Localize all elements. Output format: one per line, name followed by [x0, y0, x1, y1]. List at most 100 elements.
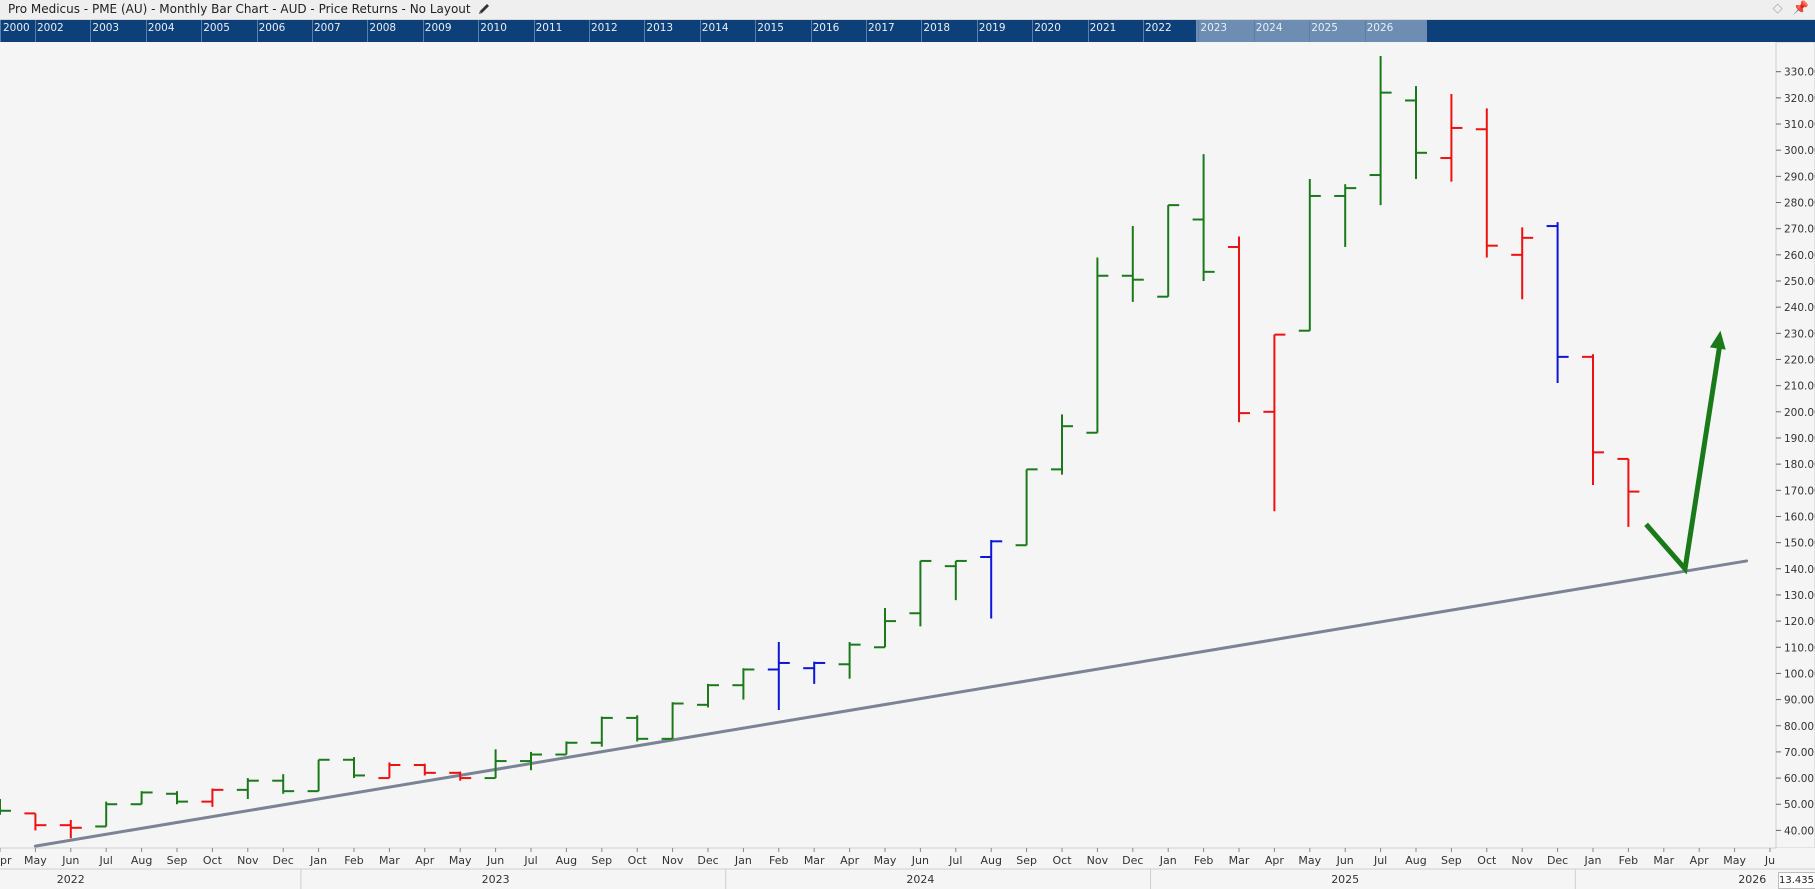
- ohlc-bar: [1511, 227, 1534, 300]
- x-axis-month-label: Dec: [1122, 854, 1143, 867]
- ohlc-bar: [1192, 154, 1215, 281]
- y-axis-tick-label: 240.00: [1784, 302, 1815, 314]
- x-axis-month-label: Mar: [1229, 854, 1250, 867]
- ohlc-bar: [697, 683, 719, 708]
- ohlc-bar: [343, 757, 365, 779]
- x-axis-month-label: Jun: [1336, 854, 1354, 867]
- navigator-year-label: 2021: [1089, 22, 1117, 34]
- navigator-year-label: 2024: [1255, 22, 1283, 34]
- ohlc-bar: [909, 559, 932, 627]
- y-axis-tick-label: 60.00: [1784, 773, 1814, 785]
- navigator-year-label: 2000: [3, 22, 30, 34]
- x-axis-month-label: Jun: [486, 854, 504, 867]
- navigator-year-tick: [921, 20, 923, 42]
- navigator-year-tick: [35, 20, 36, 42]
- x-axis-month-label: May: [449, 854, 472, 867]
- y-axis-tick-label: 140.00: [1784, 564, 1815, 576]
- price-readout: 13.435: [1778, 872, 1815, 889]
- ohlc-bar: [944, 559, 967, 601]
- ohlc-bar: [1546, 222, 1569, 384]
- navigator-year-label: 2010: [480, 22, 507, 34]
- x-axis-month-label: Dec: [1547, 854, 1568, 867]
- navigator-year-tick: [699, 20, 701, 42]
- navigator-year-label: 2015: [757, 22, 784, 34]
- ohlc-bar: [166, 791, 188, 805]
- title-bar: Pro Medicus - PME (AU) - Monthly Bar Cha…: [0, 0, 1815, 20]
- x-axis-year-label: 2022: [57, 873, 85, 886]
- navigator-year-tick: [755, 20, 757, 42]
- ohlc-bar: [1263, 333, 1286, 512]
- navigator-year-label: 2019: [978, 22, 1006, 34]
- y-axis-tick-label: 80.00: [1784, 721, 1814, 733]
- navigator-year-label: 2004: [147, 22, 175, 34]
- navigator-year-tick: [1032, 20, 1034, 42]
- y-axis-tick-label: 230.00: [1784, 328, 1815, 340]
- navigator-year-label: 2022: [1145, 22, 1172, 34]
- ohlc-bar: [1228, 236, 1250, 423]
- ohlc-bar: [307, 758, 330, 793]
- ohlc-bar: [590, 716, 613, 747]
- diamond-icon[interactable]: ◇: [1772, 1, 1783, 16]
- x-axis-month-label: Mar: [379, 854, 400, 867]
- ohlc-bar: [1334, 184, 1357, 247]
- navigator-year-label: 2023: [1200, 22, 1228, 34]
- x-axis-month-label: Ju: [1764, 854, 1775, 867]
- ohlc-bar: [803, 661, 826, 684]
- y-axis-tick-label: 290.00: [1784, 171, 1815, 183]
- ohlc-bar: [236, 778, 259, 800]
- navigator-year-label: 2002: [37, 22, 64, 34]
- navigator-year-label: 2017: [868, 22, 895, 34]
- navigator-year-tick: [1087, 20, 1089, 42]
- ohlc-bar: [378, 762, 401, 780]
- x-axis-month-label: Jan: [734, 854, 752, 867]
- x-axis-year-label: 2023: [482, 873, 510, 886]
- y-axis-tick-label: 260.00: [1784, 250, 1815, 262]
- x-axis-month-label: Apr: [840, 854, 860, 867]
- x-axis-month-label: Oct: [203, 854, 223, 867]
- navigator-year-label: 2005: [203, 22, 230, 34]
- x-axis-year-label: 2026: [1738, 873, 1766, 886]
- ohlc-bar: [449, 771, 472, 781]
- ohlc-bar: [520, 751, 542, 771]
- y-axis-tick-label: 200.00: [1784, 407, 1815, 419]
- ohlc-bar: [1298, 178, 1321, 332]
- navigator-year-label: 2013: [646, 22, 674, 34]
- y-axis-tick-label: 100.00: [1784, 668, 1815, 680]
- navigator-year-tick: [145, 20, 147, 42]
- ohlc-bar: [661, 702, 684, 740]
- navigator-year-label: 2006: [258, 22, 286, 34]
- ohlc-bar: [1121, 226, 1144, 302]
- navigator-year-tick: [256, 20, 258, 42]
- y-axis-tick-label: 150.00: [1784, 538, 1815, 550]
- y-axis-tick-label: 300.00: [1784, 145, 1815, 157]
- pin-icon[interactable]: 📌: [1792, 1, 1809, 16]
- navigator-year-tick: [1309, 20, 1311, 42]
- navigator-year-label: 2012: [591, 22, 618, 34]
- navigator-year-tick: [478, 20, 480, 42]
- ohlc-bar: [24, 812, 47, 831]
- navigator-year-label: 2014: [701, 22, 729, 34]
- ohlc-bar: [1440, 93, 1463, 182]
- x-axis-month-label: Oct: [1477, 854, 1497, 867]
- ohlc-bar: [838, 642, 861, 679]
- x-axis-month-label: Jul: [948, 854, 962, 867]
- ohlc-bar: [1015, 468, 1038, 547]
- annotation-arrow-line: [1644, 340, 1723, 575]
- ohlc-bar: [1617, 457, 1640, 527]
- navigator-selection-window[interactable]: [1196, 20, 1427, 42]
- ohlc-bar: [201, 788, 224, 807]
- y-axis-tick-label: 310.00: [1784, 119, 1815, 131]
- x-axis-month-label: Nov: [662, 854, 684, 867]
- y-axis-tick-label: 120.00: [1784, 616, 1815, 628]
- y-axis-tick-label: 250.00: [1784, 276, 1815, 288]
- x-axis-month-label: May: [1298, 854, 1321, 867]
- x-axis-month-label: Jul: [523, 854, 537, 867]
- y-axis-panel: [1775, 42, 1815, 849]
- y-axis-tick-label: 170.00: [1784, 485, 1815, 497]
- annotation-arrow-head: [1709, 330, 1726, 350]
- x-axis-year-label: 2025: [1331, 873, 1359, 886]
- ohlc-bar: [767, 642, 790, 711]
- chart-area[interactable]: 40.00 50.00 60.00 70.00 80.00 90.00 100.00 110.…: [0, 42, 1815, 889]
- pencil-icon[interactable]: [477, 2, 491, 16]
- x-axis-month-label: Aug: [556, 854, 577, 867]
